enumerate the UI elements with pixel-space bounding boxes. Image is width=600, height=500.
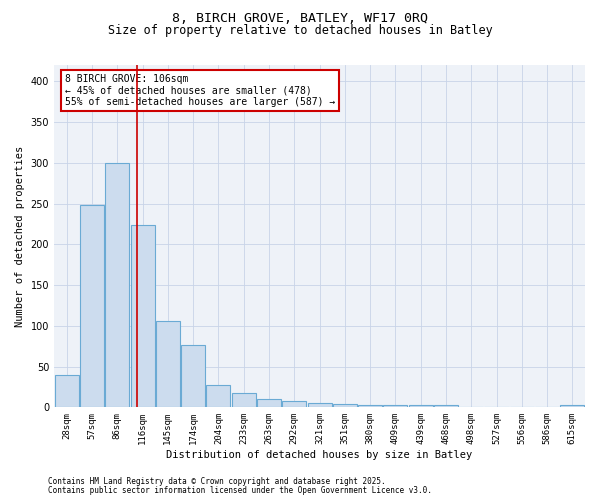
Bar	[181, 346, 205, 408]
Bar	[105, 163, 129, 408]
Text: 8, BIRCH GROVE, BATLEY, WF17 0RQ: 8, BIRCH GROVE, BATLEY, WF17 0RQ	[172, 12, 428, 26]
Bar	[80, 205, 104, 408]
Bar	[232, 392, 256, 407]
Bar	[308, 404, 332, 407]
Bar	[358, 405, 382, 407]
Bar	[560, 405, 584, 407]
Bar	[156, 321, 180, 408]
Bar	[383, 405, 407, 407]
Bar	[282, 401, 306, 407]
Text: Contains public sector information licensed under the Open Government Licence v3: Contains public sector information licen…	[48, 486, 432, 495]
Bar	[333, 404, 357, 407]
Bar	[55, 374, 79, 408]
Bar	[434, 405, 458, 407]
Text: 8 BIRCH GROVE: 106sqm
← 45% of detached houses are smaller (478)
55% of semi-det: 8 BIRCH GROVE: 106sqm ← 45% of detached …	[65, 74, 335, 107]
Text: Contains HM Land Registry data © Crown copyright and database right 2025.: Contains HM Land Registry data © Crown c…	[48, 477, 386, 486]
Text: Size of property relative to detached houses in Batley: Size of property relative to detached ho…	[107, 24, 493, 37]
Y-axis label: Number of detached properties: Number of detached properties	[15, 146, 25, 327]
Bar	[206, 384, 230, 407]
X-axis label: Distribution of detached houses by size in Batley: Distribution of detached houses by size …	[166, 450, 473, 460]
Bar	[257, 399, 281, 407]
Bar	[409, 405, 433, 407]
Bar	[131, 225, 155, 408]
